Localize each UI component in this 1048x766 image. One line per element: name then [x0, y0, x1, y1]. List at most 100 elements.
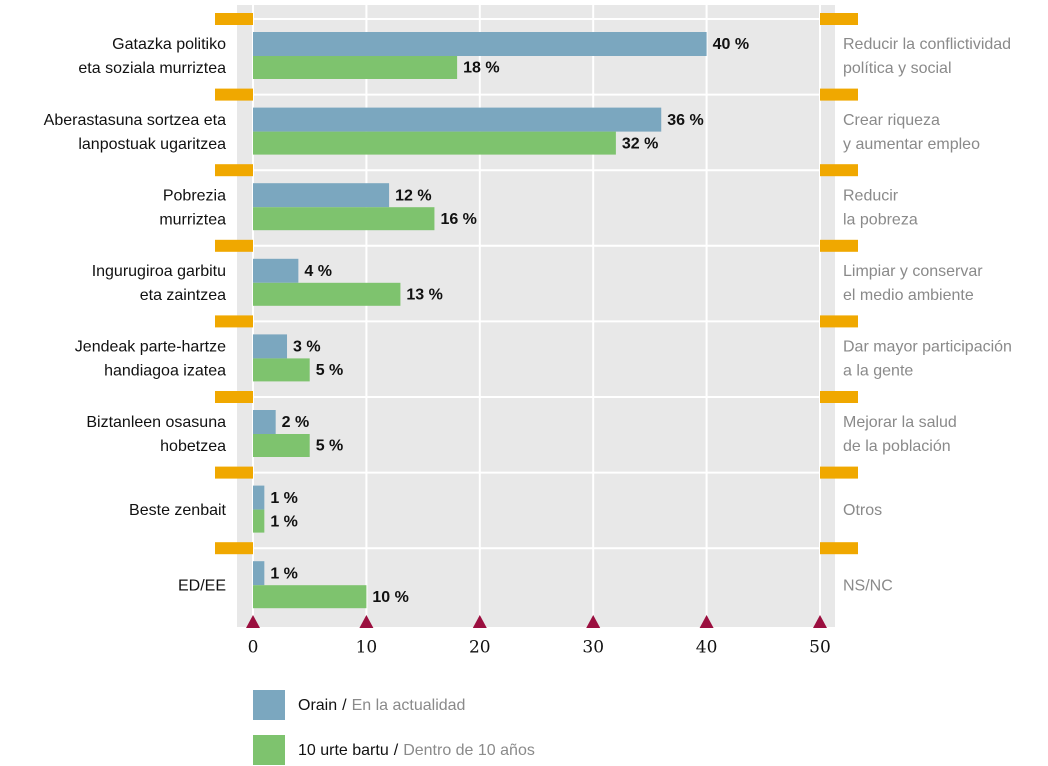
value-label: 3 %	[293, 339, 321, 356]
category-label: murriztea	[159, 211, 226, 228]
value-label: 1 %	[270, 513, 298, 530]
value-label: 32 %	[622, 135, 658, 152]
row-marker	[215, 466, 253, 479]
x-tick-label: 0	[248, 638, 259, 658]
category-label: handiagoa izatea	[104, 363, 226, 380]
row-marker	[215, 315, 253, 328]
row-marker	[215, 542, 253, 555]
bar	[253, 183, 390, 208]
value-label: 40 %	[713, 36, 749, 53]
tick-mark	[813, 615, 827, 628]
bar	[253, 207, 435, 231]
value-label: 1 %	[270, 490, 298, 507]
row-marker	[820, 239, 858, 252]
secondary-category-label: Mejorar la salud	[843, 414, 957, 431]
value-label: 2 %	[282, 414, 310, 431]
x-tick-label: 20	[469, 638, 491, 658]
bar	[253, 509, 265, 533]
bar	[253, 334, 288, 359]
bar	[253, 258, 299, 283]
category-label: Biztanleen osasuna	[86, 414, 226, 431]
row-marker	[820, 542, 858, 555]
bar	[253, 56, 458, 79]
secondary-category-label: a la gente	[843, 363, 913, 380]
legend-separator: /	[342, 697, 347, 714]
row-marker	[215, 164, 253, 177]
value-label: 18 %	[463, 60, 499, 77]
bar	[253, 107, 662, 132]
row-marker	[215, 13, 253, 25]
category-label: eta zaintzea	[140, 287, 226, 304]
tick-mark	[586, 615, 601, 628]
value-label: 16 %	[440, 211, 476, 228]
legend-name: Orain	[298, 697, 337, 714]
category-label: ED/EE	[178, 577, 226, 594]
row-marker	[820, 466, 858, 479]
category-label: Gatazka politiko	[112, 36, 226, 53]
tick-mark	[246, 615, 260, 628]
row-marker	[820, 315, 858, 328]
plot-background	[237, 5, 835, 627]
bar	[253, 585, 367, 609]
bar	[253, 561, 265, 586]
legend-swatch	[253, 735, 285, 765]
value-label: 5 %	[316, 362, 344, 379]
bar	[253, 131, 616, 155]
row-marker	[820, 13, 858, 25]
value-label: 5 %	[316, 438, 344, 455]
x-tick-label: 50	[809, 638, 831, 658]
x-tick-label: 30	[582, 638, 604, 658]
tick-mark	[699, 615, 714, 628]
legend-separator: /	[394, 742, 399, 759]
secondary-category-label: de la población	[843, 438, 951, 455]
secondary-category-label: Reducir	[843, 187, 899, 204]
value-label: 36 %	[667, 112, 703, 129]
category-label: Beste zenbait	[129, 502, 227, 519]
tick-mark	[472, 615, 487, 628]
category-label: Jendeak parte-hartze	[75, 339, 226, 356]
legend-label: 10 urte bartu / Dentro de 10 años	[298, 742, 535, 759]
value-label: 4 %	[304, 263, 332, 280]
secondary-category-label: política y social	[843, 60, 952, 77]
category-label: Pobrezia	[163, 187, 226, 204]
secondary-category-label: Reducir la conflictividad	[843, 36, 1011, 53]
category-label: Ingurugiroa garbitu	[92, 263, 226, 280]
secondary-category-label: Crear riqueza	[843, 112, 940, 129]
legend-name-secondary: Dentro de 10 años	[403, 742, 535, 759]
x-tick-label: 10	[356, 638, 378, 658]
secondary-category-label: Dar mayor participación	[843, 339, 1012, 356]
bar	[253, 358, 310, 382]
secondary-category-label: Otros	[843, 502, 882, 519]
x-tick-label: 40	[696, 638, 718, 658]
row-marker	[820, 88, 858, 101]
legend-label: Orain / En la actualidad	[298, 697, 465, 714]
row-marker	[820, 164, 858, 177]
legend-name-secondary: En la actualidad	[352, 697, 466, 714]
category-label: eta soziala murriztea	[78, 60, 226, 77]
bar	[253, 410, 276, 434]
row-marker	[215, 239, 253, 252]
row-marker	[215, 88, 253, 101]
category-label: lanpostuak ugaritzea	[78, 136, 226, 153]
bar	[253, 282, 401, 306]
value-label: 1 %	[270, 565, 298, 582]
value-label: 10 %	[372, 589, 408, 606]
secondary-category-label: el medio ambiente	[843, 287, 974, 304]
secondary-category-label: NS/NC	[843, 577, 893, 594]
bar	[253, 434, 310, 457]
row-marker	[215, 391, 253, 403]
category-label: Aberastasuna sortzea eta	[44, 112, 226, 129]
legend-swatch	[253, 690, 285, 720]
value-label: 13 %	[406, 287, 442, 304]
bar	[253, 32, 707, 56]
secondary-category-label: y aumentar empleo	[843, 136, 980, 153]
tick-mark	[359, 615, 374, 628]
secondary-category-label: Limpiar y conservar	[843, 263, 983, 280]
secondary-category-label: la pobreza	[843, 211, 918, 228]
row-marker	[820, 391, 858, 403]
value-label: 12 %	[395, 187, 431, 204]
legend-name: 10 urte bartu	[298, 742, 389, 759]
bar	[253, 485, 265, 510]
category-label: hobetzea	[160, 438, 226, 455]
